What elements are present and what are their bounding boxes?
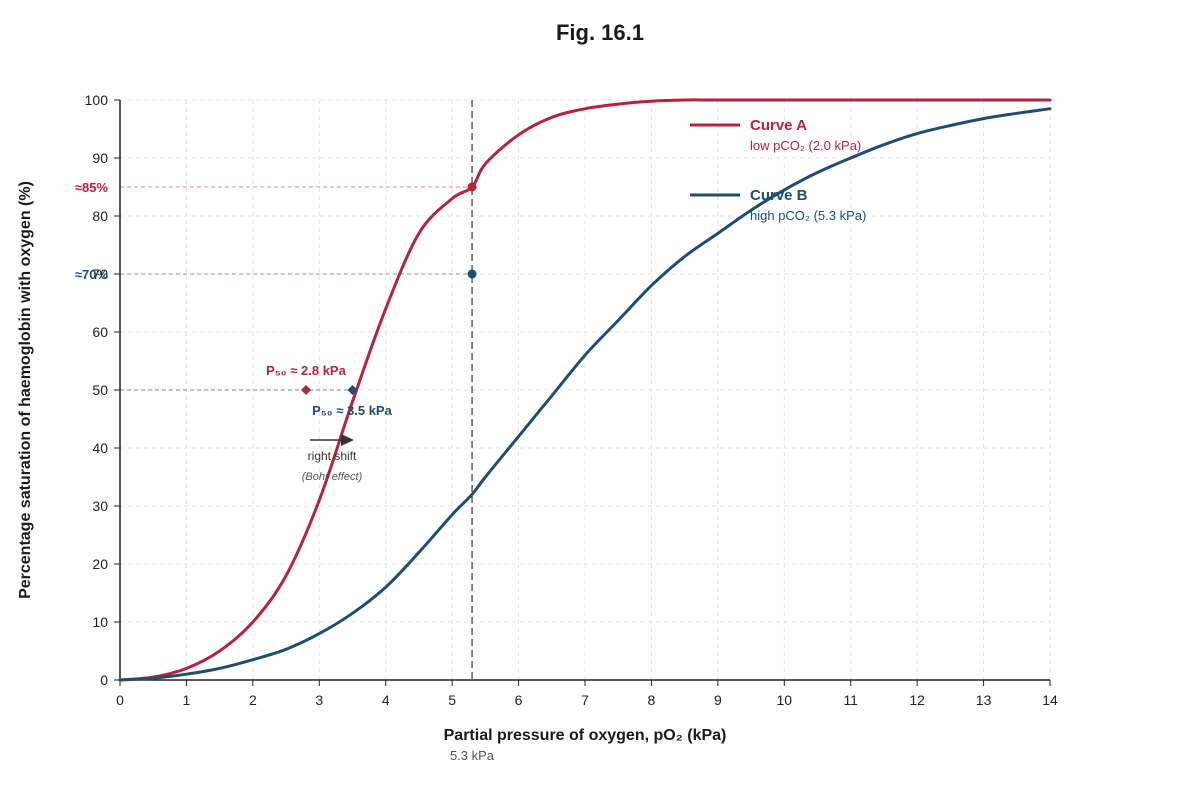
legend-sublabel-curve-b: high pCO₂ (5.3 kPa) — [750, 208, 866, 223]
y-tick-label: 30 — [92, 498, 108, 514]
marker-points — [301, 182, 477, 395]
curve-b-ref-point — [467, 269, 477, 279]
right-shift-label: right shift — [308, 449, 357, 463]
curve-b-line — [118, 107, 1052, 682]
y-tick-label: 70 — [92, 266, 108, 282]
x-tick-label: 9 — [714, 692, 722, 708]
axes: 0 1 2 3 4 5 6 7 8 9 10 11 12 13 1401020304050607080901… — [85, 92, 1058, 708]
x-tick-label: 6 — [515, 692, 523, 708]
y-tick-label: 0 — [100, 672, 108, 688]
x-tick-label: 13 — [976, 692, 992, 708]
y-tick-label: 80 — [92, 208, 108, 224]
p50-a-point — [301, 385, 311, 395]
x-tick-label: 8 — [648, 692, 656, 708]
x-tick-label: 10 — [776, 692, 792, 708]
x-tick-label: 7 — [581, 692, 589, 708]
reference-lines — [120, 100, 473, 680]
x-tick-label: 12 — [909, 692, 925, 708]
reference-x-label: 5.3 kPa — [450, 748, 495, 763]
x-tick-label: 0 — [116, 692, 124, 708]
p50-a-label: P₅₀ ≈ 2.8 kPa — [266, 363, 346, 378]
y-tick-label: 100 — [85, 92, 109, 108]
x-axis-label: Partial pressure of oxygen, pO₂ (kPa) — [444, 727, 727, 744]
x-tick-label: 5 — [448, 692, 456, 708]
curve-a-line — [118, 98, 1052, 682]
y-tick-label: 20 — [92, 556, 108, 572]
y-tick-label: 10 — [92, 614, 108, 630]
x-tick-label: 3 — [315, 692, 323, 708]
y-tick-label: 90 — [92, 150, 108, 166]
legend-sublabel-curve-a: low pCO₂ (2.0 kPa) — [750, 138, 861, 153]
y-tick-label: 40 — [92, 440, 108, 456]
x-tick-label: 11 — [843, 692, 858, 708]
x-tick-label: 2 — [249, 692, 257, 708]
x-tick-label: 1 — [183, 692, 191, 708]
curve-a-ref-label: ≈85% — [75, 180, 109, 195]
p50-b-point — [347, 385, 358, 395]
bohr-effect-label: (Bohr effect) — [302, 471, 363, 483]
legend-label-curve-a: Curve A — [750, 117, 807, 134]
y-axis-label: Percentage saturation of haemoglobin wit… — [17, 181, 34, 599]
x-tick-label: 14 — [1042, 692, 1058, 708]
legend: Curve A low pCO₂ (2.0 kPa) Curve B high … — [690, 117, 866, 223]
curve-a-ref-point — [467, 182, 477, 192]
right-shift-arrowhead — [341, 434, 354, 446]
annotations: P₅₀ ≈ 2.8 kPa P₅₀ ≈ 3.5 kPa right shift … — [75, 180, 393, 483]
curve-b-ref-label: ≈70% — [75, 267, 109, 282]
x-tick-label: 4 — [382, 692, 390, 708]
grid — [119, 99, 1051, 681]
y-tick-label: 60 — [92, 324, 108, 340]
p50-b-label: P₅₀ ≈ 3.5 kPa — [312, 403, 392, 418]
legend-label-curve-b: Curve B — [750, 187, 808, 204]
y-tick-label: 50 — [92, 382, 108, 398]
curves — [118, 98, 1052, 682]
chart-title: Fig. 16.1 — [556, 20, 644, 45]
